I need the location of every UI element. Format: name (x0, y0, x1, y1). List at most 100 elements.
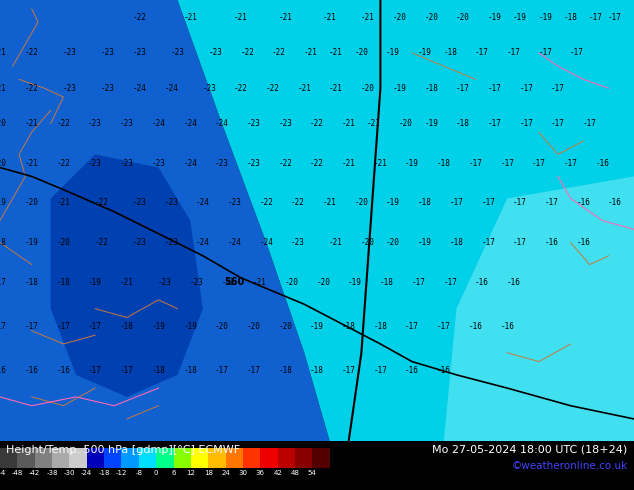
Text: -23: -23 (133, 49, 146, 57)
Text: -18: -18 (183, 366, 197, 375)
Text: -21: -21 (297, 84, 311, 93)
Bar (156, 448, 174, 468)
Bar (313, 448, 330, 468)
Text: -21: -21 (183, 13, 197, 22)
Text: -24: -24 (133, 84, 146, 93)
Text: -18: -18 (450, 238, 463, 247)
Text: -17: -17 (513, 198, 527, 207)
Bar (69, 448, 87, 468)
Text: -23: -23 (63, 49, 77, 57)
Text: -19: -19 (538, 13, 552, 22)
Text: -17: -17 (342, 366, 356, 375)
Text: -24: -24 (183, 119, 197, 128)
Text: -18: -18 (278, 366, 292, 375)
Text: -42: -42 (29, 470, 41, 476)
Text: -20: -20 (354, 198, 368, 207)
Text: -19: -19 (513, 13, 527, 22)
Text: -23: -23 (101, 49, 115, 57)
Text: -22: -22 (94, 198, 108, 207)
Text: -17: -17 (405, 322, 419, 331)
Text: -20: -20 (399, 119, 413, 128)
Text: -22: -22 (56, 119, 70, 128)
Text: -18: -18 (443, 49, 457, 57)
Text: -23: -23 (133, 238, 146, 247)
Text: -19: -19 (424, 119, 438, 128)
Text: -20: -20 (424, 13, 438, 22)
Text: -21: -21 (323, 13, 337, 22)
Text: -18: -18 (98, 470, 110, 476)
Text: -17: -17 (475, 49, 489, 57)
Text: -23: -23 (158, 278, 172, 287)
Text: -22: -22 (291, 198, 305, 207)
Text: -20: -20 (215, 322, 229, 331)
Text: -16: -16 (576, 238, 590, 247)
Bar (104, 448, 122, 468)
Text: ©weatheronline.co.uk: ©weatheronline.co.uk (512, 461, 628, 470)
Text: -21: -21 (278, 13, 292, 22)
Bar (87, 448, 104, 468)
Text: -19: -19 (405, 159, 419, 168)
Text: 42: 42 (273, 470, 282, 476)
Text: -18: -18 (25, 278, 39, 287)
Text: -16: -16 (595, 159, 609, 168)
Text: -24: -24 (196, 198, 210, 207)
Text: -21: -21 (367, 119, 381, 128)
Text: -17: -17 (25, 322, 39, 331)
Bar (261, 448, 278, 468)
Text: -18: -18 (310, 366, 324, 375)
Text: -18: -18 (0, 238, 7, 247)
Text: -21: -21 (0, 49, 7, 57)
Text: 12: 12 (186, 470, 195, 476)
Text: -20: -20 (386, 238, 400, 247)
Text: -20: -20 (316, 278, 330, 287)
Text: -17: -17 (551, 119, 565, 128)
Text: -17: -17 (589, 13, 603, 22)
Text: -21: -21 (329, 84, 343, 93)
Text: -17: -17 (481, 238, 495, 247)
Text: -18: -18 (564, 13, 578, 22)
Bar (52, 448, 69, 468)
Bar (226, 448, 243, 468)
Text: -17: -17 (456, 84, 470, 93)
Text: -19: -19 (183, 322, 197, 331)
Bar (295, 448, 313, 468)
Text: -21: -21 (234, 13, 248, 22)
Text: -24: -24 (228, 238, 242, 247)
Text: -22: -22 (25, 84, 39, 93)
Text: -21: -21 (342, 119, 356, 128)
Text: 54: 54 (308, 470, 317, 476)
Text: -19: -19 (386, 198, 400, 207)
Text: -17: -17 (608, 13, 622, 22)
Text: -30: -30 (63, 470, 75, 476)
Text: 30: 30 (238, 470, 247, 476)
Text: -18: -18 (418, 198, 432, 207)
Text: -16: -16 (437, 366, 451, 375)
Text: -16: -16 (507, 278, 521, 287)
Text: -16: -16 (475, 278, 489, 287)
Text: -20: -20 (285, 278, 299, 287)
Text: -20: -20 (56, 238, 70, 247)
Text: -20: -20 (361, 238, 375, 247)
Text: -22: -22 (259, 198, 273, 207)
Polygon shape (178, 0, 634, 441)
Text: -17: -17 (488, 84, 501, 93)
Text: -12: -12 (116, 470, 127, 476)
Text: -17: -17 (583, 119, 597, 128)
Text: -23: -23 (101, 84, 115, 93)
Text: -23: -23 (63, 84, 77, 93)
Text: -16: -16 (500, 322, 514, 331)
Text: -21: -21 (329, 49, 343, 57)
Text: -22: -22 (94, 238, 108, 247)
Text: -21: -21 (0, 84, 7, 93)
Text: -24: -24 (152, 119, 165, 128)
Text: -21: -21 (120, 278, 134, 287)
Text: -22: -22 (221, 278, 235, 287)
Text: -23: -23 (164, 238, 178, 247)
Text: -17: -17 (215, 366, 229, 375)
Text: -17: -17 (564, 159, 578, 168)
Text: -19: -19 (488, 13, 501, 22)
Text: -17: -17 (0, 278, 7, 287)
Text: -20: -20 (0, 159, 7, 168)
Text: 0: 0 (154, 470, 158, 476)
Text: -19: -19 (386, 49, 400, 57)
